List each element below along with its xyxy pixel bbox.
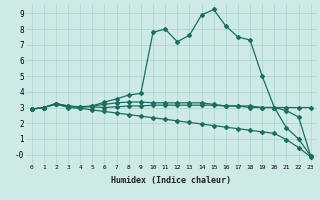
X-axis label: Humidex (Indice chaleur): Humidex (Indice chaleur)	[111, 176, 231, 185]
